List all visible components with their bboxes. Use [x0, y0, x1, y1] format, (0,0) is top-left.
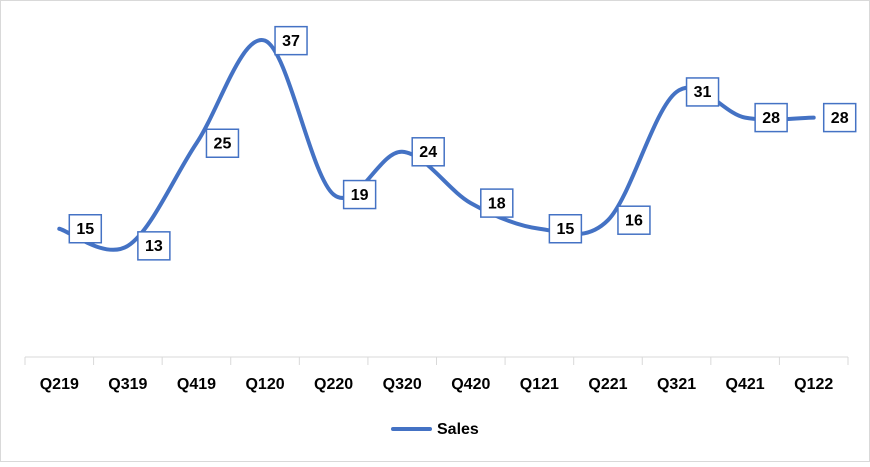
- data-label-box: [480, 188, 514, 218]
- data-label: 25: [214, 135, 232, 152]
- data-label-box: [205, 128, 240, 158]
- x-tick-label: Q220: [314, 376, 353, 393]
- x-tick-label: Q321: [657, 376, 696, 393]
- data-label: 18: [488, 195, 506, 212]
- data-label-box: [137, 231, 171, 261]
- data-label: 16: [625, 212, 643, 229]
- data-label-box: [754, 102, 788, 133]
- data-label: 15: [556, 221, 574, 238]
- data-label: 19: [351, 187, 369, 204]
- data-label: 13: [145, 238, 163, 255]
- x-tick-label: Q320: [383, 376, 422, 393]
- x-tick-label: Q221: [588, 376, 627, 393]
- legend-label: Sales: [437, 421, 479, 438]
- data-label: 24: [419, 144, 437, 161]
- x-tick-label: Q121: [520, 376, 559, 393]
- data-label-box: [274, 25, 308, 56]
- data-label-box: [411, 137, 445, 167]
- data-label-box: [685, 77, 720, 107]
- x-tick-label: Q122: [794, 376, 833, 393]
- x-tick-label: Q419: [177, 376, 216, 393]
- data-label: 15: [76, 221, 94, 238]
- x-tick-label: Q421: [726, 376, 765, 393]
- x-tick-label: Q420: [451, 376, 490, 393]
- data-label: 28: [831, 110, 849, 127]
- data-label-box: [617, 205, 651, 235]
- data-label: 31: [694, 84, 712, 101]
- x-tick-label: Q319: [108, 376, 147, 393]
- x-tick-label: Q219: [40, 376, 79, 393]
- data-label-box: [68, 214, 103, 244]
- data-label: 28: [762, 110, 780, 127]
- data-label-box: [342, 179, 377, 210]
- x-tick-label: Q120: [245, 376, 284, 393]
- data-label: 37: [282, 33, 300, 50]
- data-label-box: [548, 214, 583, 244]
- data-label-box: [822, 102, 857, 133]
- line: [57, 38, 816, 252]
